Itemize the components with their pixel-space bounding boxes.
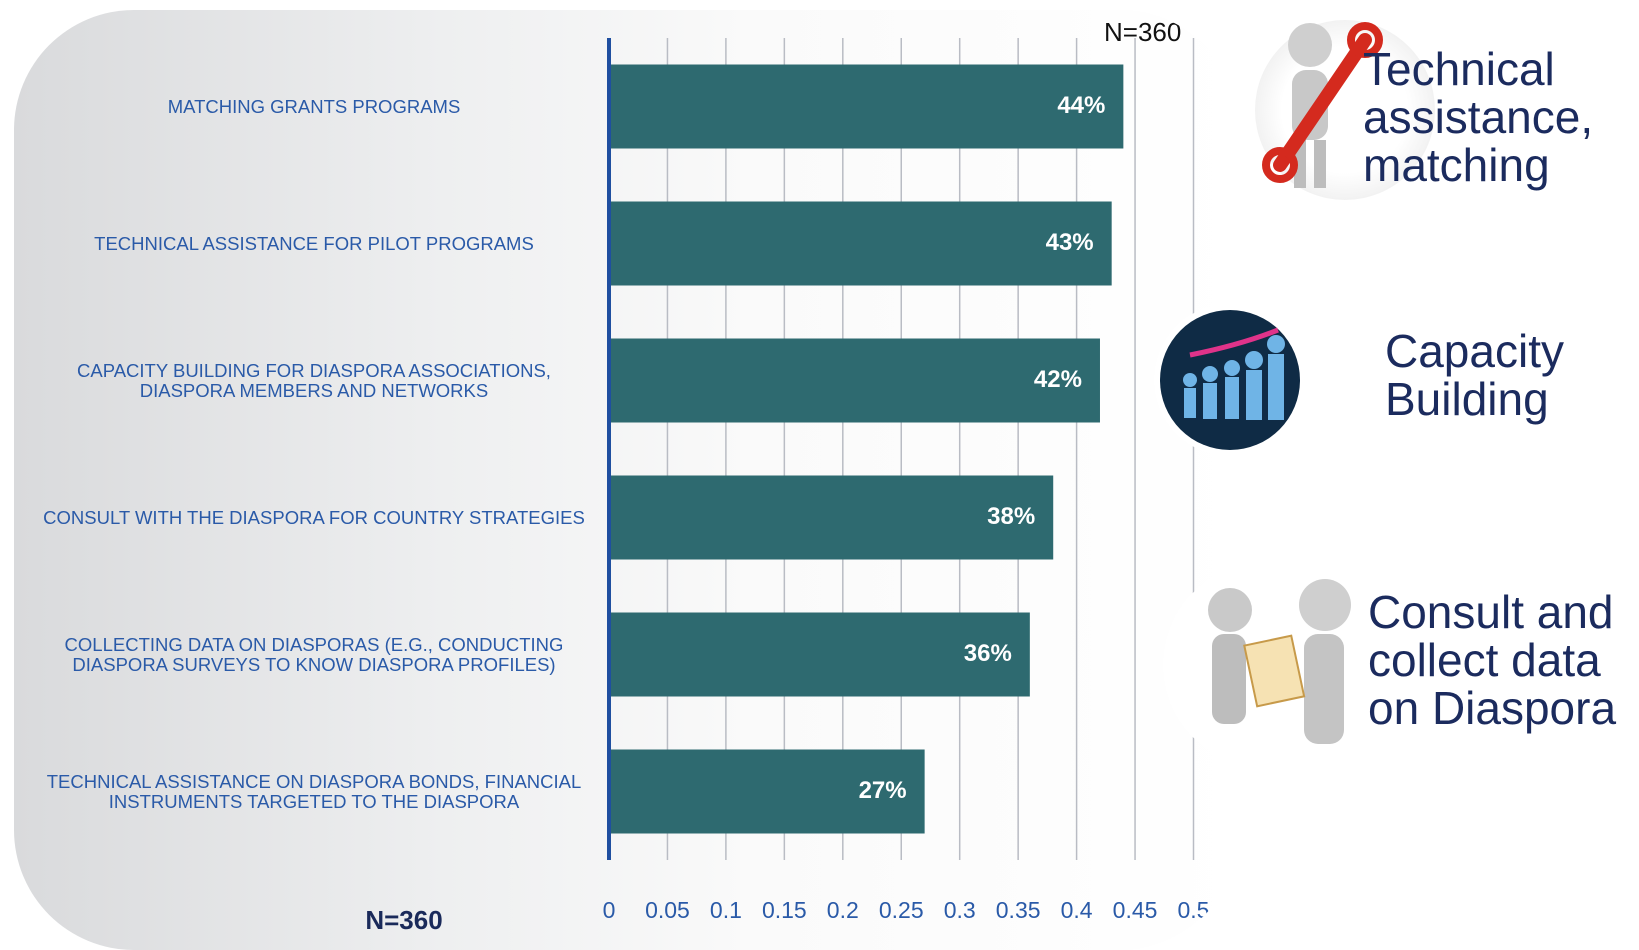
bar [609, 612, 1030, 697]
value-label: 36% [964, 640, 1012, 667]
category-label: TECHNICAL ASSISTANCE FOR PILOT PROGRAMS [94, 232, 534, 254]
x-tick-label: 0.35 [996, 897, 1041, 923]
category-label: MATCHING GRANTS PROGRAMS [167, 95, 461, 117]
bar [609, 475, 1054, 560]
sample-note: N=360 [1104, 17, 1181, 47]
value-label: 43% [1046, 229, 1094, 256]
x-tick-label: 0.05 [645, 897, 690, 923]
x-tick-label: 0.5 [1178, 897, 1210, 923]
value-label: 27% [859, 777, 907, 804]
side-label: Consult and collect data on Diaspora [1368, 586, 1617, 734]
x-tick-label: 0.25 [879, 897, 924, 923]
category-label: CONSULT WITH THE DIASPORA FOR COUNTRY ST… [43, 506, 585, 528]
category-label: COLLECTING DATA ON DIASPORAS (E.G., COND… [64, 633, 564, 675]
bar [609, 338, 1100, 423]
x-tick-label: 0.45 [1113, 897, 1158, 923]
side-label: Technical assistance, matching [1363, 43, 1594, 191]
value-label: 38% [987, 503, 1035, 530]
category-label: CAPACITY BUILDING FOR DIASPORA ASSOCIATI… [77, 359, 551, 401]
bar [609, 749, 925, 834]
chart-panel: 0 0.05 0.1 0.15 0.2 0.25 0.3 0.35 0.4 0.45 0.5 44% 4… [14, 10, 1240, 950]
x-tick-label: 0.15 [762, 897, 807, 923]
x-tick-label: 0 [603, 897, 616, 923]
chart: 0 0.05 0.1 0.15 0.2 0.25 0.3 0.35 0.4 0.45 0.5 44% 4… [365, 17, 1210, 935]
x-tick-label: 0.2 [827, 897, 859, 923]
sample-note: N=360 [365, 905, 442, 935]
x-tick-label: 0.4 [1061, 897, 1093, 923]
side-label: Capacity Building [1385, 325, 1564, 425]
value-label: 44% [1057, 92, 1105, 119]
value-label: 42% [1034, 366, 1082, 393]
bar [609, 64, 1124, 149]
category-label: TECHNICAL ASSISTANCE ON DIASPORA BONDS, … [46, 770, 582, 812]
bar [609, 201, 1112, 286]
x-tick-label: 0.3 [944, 897, 976, 923]
x-tick-label: 0.1 [710, 897, 742, 923]
